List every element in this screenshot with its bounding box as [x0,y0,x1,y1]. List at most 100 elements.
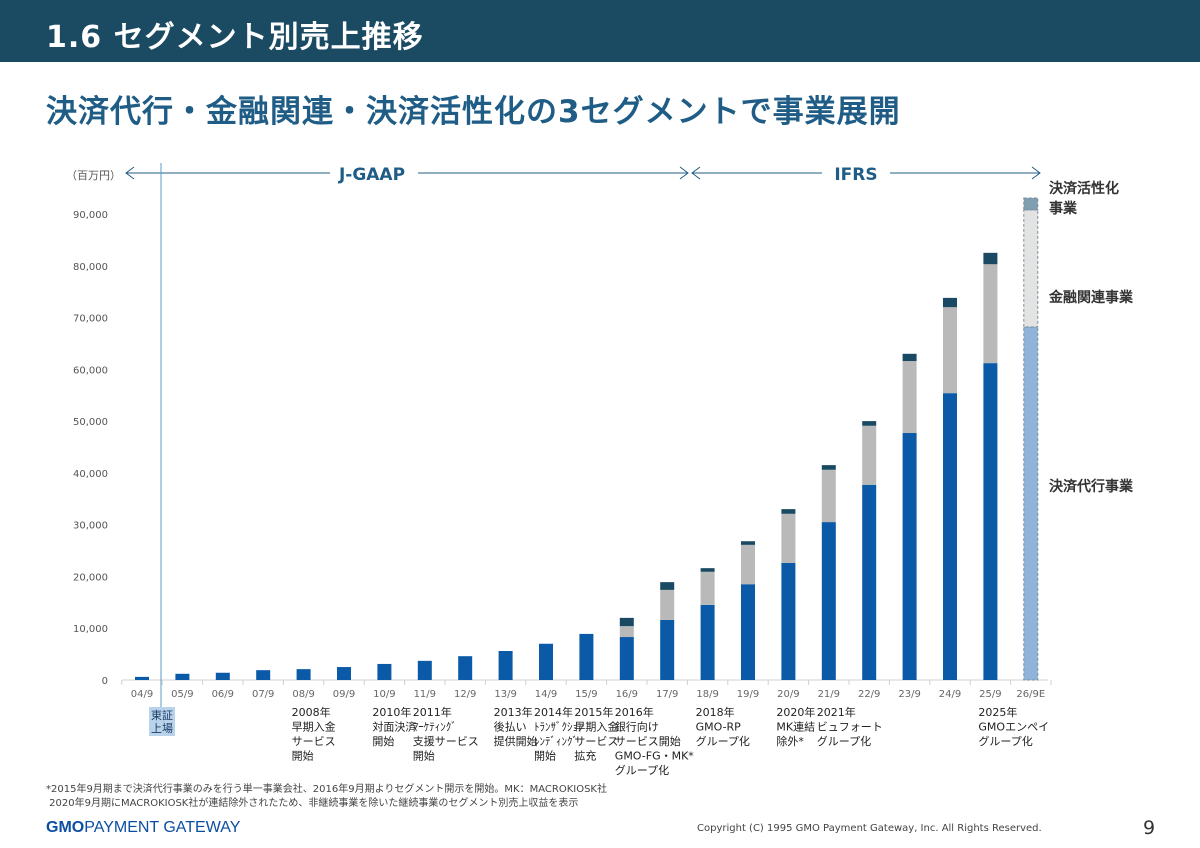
x-tick-label: 13/9 [494,689,516,700]
bar-segment [579,633,594,680]
y-tick-label: 40,000 [73,469,108,480]
milestone-annotation: グループ化 [615,763,669,777]
bar-segment [700,604,715,680]
x-tick-label: 14/9 [535,689,557,700]
y-tick-label: 60,000 [73,365,108,376]
x-tick-label: 18/9 [696,689,718,700]
milestone-annotation: 開始 [292,749,314,763]
bar-segment [862,484,877,680]
x-tick-label: 15/9 [575,689,597,700]
milestone-annotation: 後払い [494,720,527,734]
milestone-annotation: ビュフォート [817,721,883,734]
bar-segment [902,433,917,680]
bar-segment [215,672,230,680]
x-tick-label: 26/9E [1016,689,1045,700]
bar-segment [498,651,513,680]
bar-segment [943,297,957,308]
bar-segment [902,353,917,362]
y-tick-label: 80,000 [73,262,108,273]
milestone-annotation: 2008年 [292,705,331,719]
milestone-annotation: 開始 [372,734,394,748]
bar-segment [619,617,634,627]
milestone-annotation: 銀行向け [615,720,659,734]
milestone-annotation: 2016年 [615,705,654,719]
milestone-annotation: GMO-RP [696,721,742,734]
milestone-annotation: MK連結 [776,720,815,734]
milestone-annotation: 早期入金 [574,720,618,734]
x-tick-label: 09/9 [333,689,355,700]
milestone-annotation: 対面決済 [372,720,416,734]
logo-text: PAYMENT GATEWAY [84,819,241,836]
bar-segment [862,421,877,426]
bar-segment [337,667,351,680]
bar-segment [700,571,715,605]
bar-segment [983,363,998,680]
section-title: 1.6 セグメント別売上推移 [46,20,424,55]
listing-marker-label: 東証 [151,709,173,722]
milestone-annotation: 拡充 [574,749,596,763]
bar-segment [377,663,392,680]
bar-segment [781,509,796,514]
x-tick-label: 10/9 [373,689,395,700]
bar-segment [417,660,432,680]
footnote-line-2: 2020年9月期にMACROKIOSK社が連結除外されたため、非継続事業を除いた… [46,798,579,809]
milestone-annotation: GMOエンペイ [978,721,1049,734]
y-tick-label: 20,000 [73,572,108,583]
milestone-annotation: 2010年 [372,705,411,719]
bar-segment [619,637,634,680]
bar-segment [1023,209,1039,328]
bar-segment [821,522,836,680]
milestone-annotation: ﾚﾝﾃﾞｨﾝｸﾞ [534,735,578,748]
bar-segment [458,656,473,680]
bar-segment [943,307,957,394]
bar-segment [256,670,271,680]
milestone-annotation: 2021年 [817,705,856,719]
legend-label-finance: 金融関連事業 [1048,289,1134,306]
milestone-annotation: グループ化 [696,734,750,748]
bar-segment [983,252,998,265]
period-label-jgaap: J-GAAP [338,165,405,185]
milestone-annotation: 開始 [534,749,556,763]
y-axis-unit: （百万円） [66,169,121,182]
milestone-annotation: 支援サービス [413,734,479,748]
x-tick-label: 20/9 [777,689,799,700]
bar-segment [175,673,190,680]
company-logo: GMOPAYMENT GATEWAY [46,819,240,837]
arrow-left-icon [125,166,135,180]
milestone-annotation: サービス開始 [615,734,681,748]
page-subtitle: 決済代行・金融関連・決済活性化の3セグメントで事業展開 [46,94,901,130]
bar-segment [660,619,675,680]
milestone-annotation: 除外* [776,734,804,748]
milestone-annotation: ﾄﾗﾝｻﾞｸｼｮﾝ [534,721,584,734]
x-tick-label: 25/9 [979,689,1001,700]
logo-bold: GMO [46,819,85,836]
bar-segment [660,589,675,620]
milestone-annotation: 2013年 [494,705,533,719]
bar-segment [741,544,755,585]
bar-segment [700,568,715,572]
bar-segment [862,425,877,485]
bar-segment [741,541,755,545]
x-tick-label: 16/9 [616,689,638,700]
y-tick-label: 90,000 [73,210,108,221]
bar-segment [1023,197,1039,211]
legend-label-payment: 決済代行事業 [1049,478,1134,495]
x-tick-label: 17/9 [656,689,678,700]
bar-segment [983,264,998,364]
y-tick-label: 30,000 [73,521,108,532]
period-label-ifrs: IFRS [834,165,877,185]
page-number: 9 [1143,817,1156,839]
x-tick-label: 04/9 [131,689,153,700]
x-tick-label: 21/9 [818,689,840,700]
y-tick-label: 70,000 [73,314,108,325]
milestone-annotation: 2020年 [776,705,815,719]
arrow-left-icon [691,166,701,180]
legend-label-activation: 決済活性化 [1049,180,1119,197]
x-tick-label: 24/9 [939,689,961,700]
x-tick-label: 05/9 [171,689,193,700]
milestone-annotation: グループ化 [817,734,871,748]
milestone-annotation: 開始 [413,749,435,763]
milestone-annotation: 提供開始 [494,734,538,748]
footnote: *2015年9月期まで決済代行事業のみを行う単一事業会社、2016年9月期よりセ… [46,783,607,811]
